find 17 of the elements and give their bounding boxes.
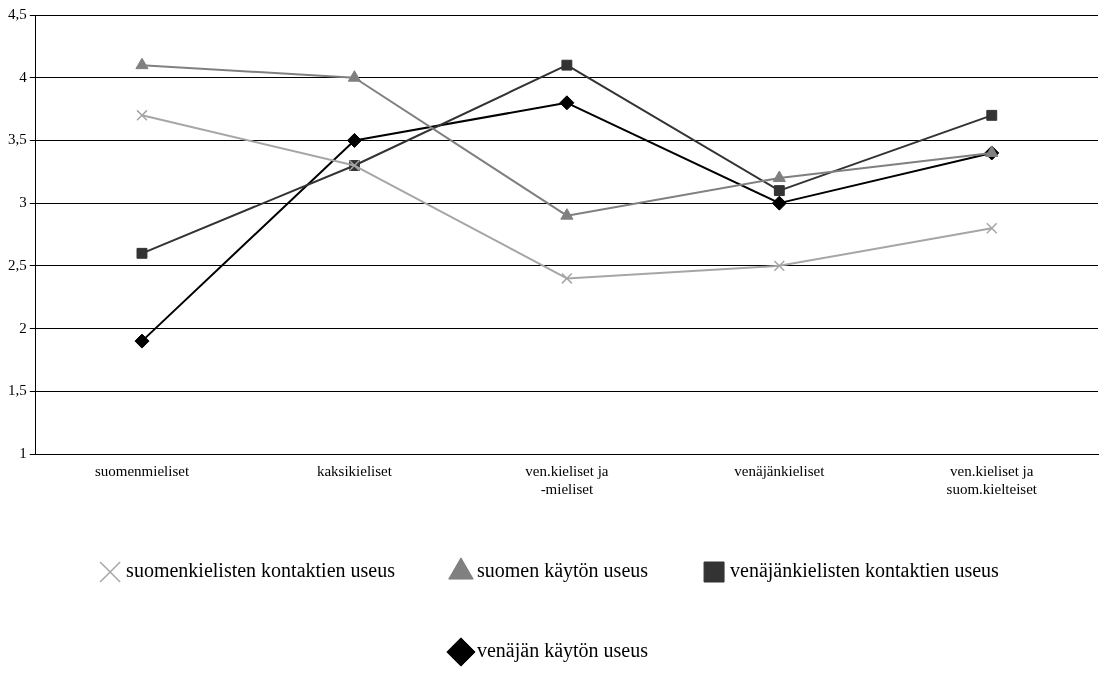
legend-label: venäjän käytön useus xyxy=(476,639,649,663)
y-tick-label: 4 xyxy=(19,68,28,85)
y-tick-label: 1,5 xyxy=(8,382,27,399)
y-tick-label: 4,5 xyxy=(8,5,27,22)
x-tick-label: ven.kieliset ja suom.kielteiset xyxy=(946,462,1038,497)
y-tick-label: 2 xyxy=(19,319,27,336)
x-tick-label: ven.kieliset ja -mieliset xyxy=(525,462,609,497)
legend-label: suomen käytön useus xyxy=(476,559,649,583)
y-tick-label: 3,5 xyxy=(8,131,27,148)
legend-label: suomenkielisten kontaktien useus xyxy=(126,559,396,582)
x-tick-label: kaksikieliset xyxy=(316,462,393,479)
y-tick-label: 3 xyxy=(19,194,27,211)
y-tick-label: 2,5 xyxy=(8,256,27,273)
x-tick-label: suomenmieliset xyxy=(94,462,190,479)
y-tick-label: 1 xyxy=(19,444,27,461)
x-tick-label: venäjänkieliset xyxy=(734,462,826,479)
legend-label: venäjänkielisten kontaktien useus xyxy=(730,559,1000,583)
